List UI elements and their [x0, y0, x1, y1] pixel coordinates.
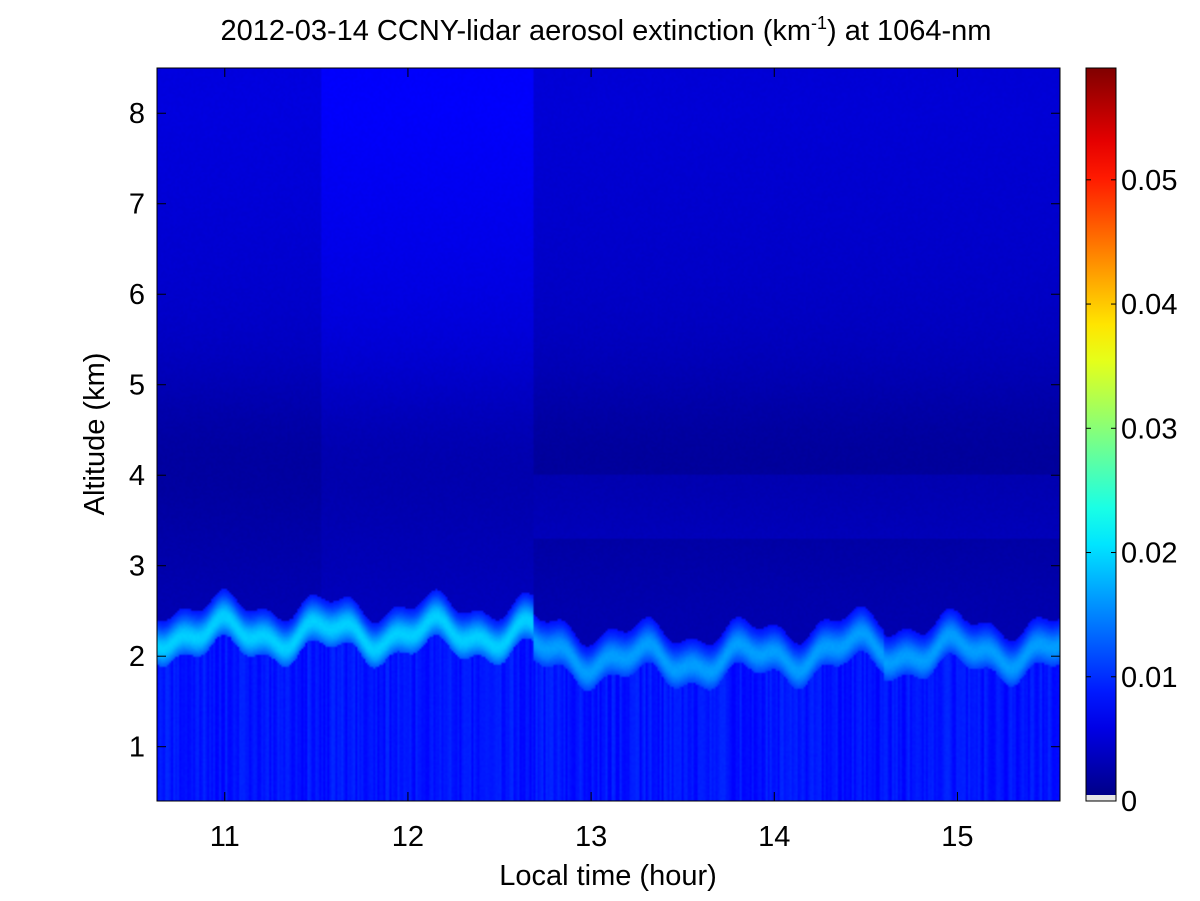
colorbar-ticks: 0 0.01 0.02 0.03 0.04 0.05 [1086, 165, 1177, 818]
colorbar-tick-label: 0.03 [1121, 413, 1177, 445]
y-tick-label: 7 [129, 189, 145, 221]
y-axis-ticks: 1 2 3 4 5 6 7 8 [129, 98, 1060, 764]
colorbar-zero-swatch [1086, 795, 1116, 801]
chart-title-superscript: -1 [811, 13, 827, 33]
x-tick-label: 15 [941, 821, 973, 853]
y-tick-label: 2 [129, 641, 145, 673]
chart-title-tail: ) at 1064-nm [827, 15, 991, 47]
y-tick-label: 6 [129, 279, 145, 311]
chart-title-main: 2012-03-14 CCNY-lidar aerosol extinction… [221, 15, 811, 47]
x-axis-label: Local time (hour) [499, 860, 717, 892]
colorbar-tick-label: 0.01 [1121, 662, 1177, 694]
colorbar-tick-label: 0 [1121, 786, 1137, 818]
x-axis-ticks: 11 12 13 14 15 [210, 68, 974, 853]
chart-title: 2012-03-14 CCNY-lidar aerosol extinction… [221, 13, 992, 47]
colorbar: 0 0.01 0.02 0.03 0.04 0.05 [1085, 67, 1177, 818]
x-tick-label: 11 [210, 821, 240, 853]
y-tick-label: 1 [129, 732, 145, 764]
y-tick-label: 4 [129, 460, 145, 492]
x-tick-label: 14 [758, 821, 790, 853]
y-tick-label: 3 [129, 551, 145, 583]
colorbar-tick-label: 0.04 [1121, 289, 1177, 321]
y-tick-label: 5 [129, 370, 145, 402]
y-axis-label: Altitude (km) [79, 353, 111, 516]
x-tick-label: 13 [575, 821, 607, 853]
colorbar-frame [1085, 67, 1117, 802]
plot-frame [156, 67, 1061, 802]
y-tick-label: 8 [129, 98, 145, 130]
x-tick-label: 12 [392, 821, 424, 853]
extinction-heatmap [157, 68, 1060, 801]
colorbar-gradient [1086, 68, 1116, 801]
colorbar-tick-label: 0.02 [1121, 538, 1177, 570]
colorbar-tick-label: 0.05 [1121, 165, 1177, 197]
